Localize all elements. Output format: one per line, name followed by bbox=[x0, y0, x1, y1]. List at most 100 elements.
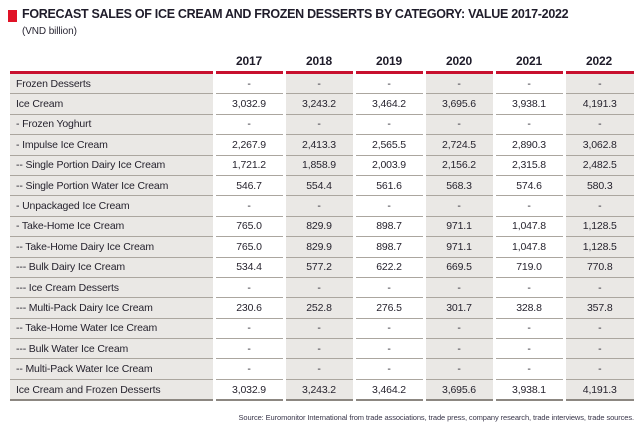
table-row: - Impulse Ice Cream 2,267.9 2,413.3 2,565.5… bbox=[10, 134, 634, 156]
cell-value: - bbox=[422, 338, 494, 359]
cell-value: - bbox=[422, 277, 494, 298]
cell-value: 328.8 bbox=[492, 297, 564, 319]
cell-value: - bbox=[282, 358, 354, 380]
row-label: - Take-Home Ice Cream bbox=[10, 216, 214, 237]
cell-value: - bbox=[562, 195, 634, 217]
cell-value: - bbox=[282, 114, 354, 135]
row-label: - Frozen Yoghurt bbox=[10, 114, 214, 135]
cell-value: 2,156.2 bbox=[422, 155, 494, 176]
cell-value: 765.0 bbox=[212, 236, 284, 258]
cell-value: 3,243.2 bbox=[282, 379, 354, 401]
cell-value: 3,464.2 bbox=[352, 379, 424, 401]
cell-value: 1,128.5 bbox=[562, 216, 634, 237]
table-row: Frozen Desserts - - - - - - bbox=[10, 72, 634, 94]
row-label: Frozen Desserts bbox=[10, 72, 214, 94]
cell-value: 3,695.6 bbox=[422, 93, 494, 115]
cell-value: 3,243.2 bbox=[282, 93, 354, 115]
row-label: - Impulse Ice Cream bbox=[10, 134, 214, 156]
table-header-row: 2017 2018 2019 2020 2021 2022 bbox=[10, 50, 634, 73]
report-units-label: (VND billion) bbox=[22, 26, 77, 37]
cell-value: - bbox=[352, 277, 424, 298]
year-column-header: 2017 bbox=[236, 53, 262, 68]
row-label: --- Bulk Dairy Ice Cream bbox=[10, 257, 214, 278]
cell-value: - bbox=[212, 338, 284, 359]
cell-value: - bbox=[562, 318, 634, 339]
cell-value: - bbox=[282, 72, 354, 94]
table-row: - Unpackaged Ice Cream - - - - - - bbox=[10, 195, 634, 217]
cell-value: 2,565.5 bbox=[352, 134, 424, 156]
cell-value: 2,482.5 bbox=[562, 155, 634, 176]
cell-value: 898.7 bbox=[352, 216, 424, 237]
cell-value: 4,191.3 bbox=[562, 93, 634, 115]
cell-value: - bbox=[422, 72, 494, 94]
cell-value: 719.0 bbox=[492, 257, 564, 278]
cell-value: - bbox=[212, 358, 284, 380]
row-label: Ice Cream and Frozen Desserts bbox=[10, 379, 214, 401]
cell-value: - bbox=[422, 358, 494, 380]
row-label: -- Single Portion Dairy Ice Cream bbox=[10, 155, 214, 176]
cell-value: - bbox=[212, 114, 284, 135]
cell-value: 357.8 bbox=[562, 297, 634, 319]
cell-value: 2,267.9 bbox=[212, 134, 284, 156]
year-column-header: 2019 bbox=[376, 53, 402, 68]
cell-value: 829.9 bbox=[282, 216, 354, 237]
report-title: FORECAST SALES OF ICE CREAM AND FROZEN D… bbox=[22, 7, 569, 21]
table-row: -- Take-Home Dairy Ice Cream 765.0 829.9 89… bbox=[10, 236, 634, 258]
cell-value: 1,047.8 bbox=[492, 216, 564, 237]
cell-value: 568.3 bbox=[422, 175, 494, 196]
cell-value: - bbox=[282, 338, 354, 359]
cell-value: - bbox=[492, 195, 564, 217]
cell-value: 3,032.9 bbox=[212, 379, 284, 401]
cell-value: 3,695.6 bbox=[422, 379, 494, 401]
cell-value: - bbox=[282, 318, 354, 339]
cell-value: - bbox=[492, 72, 564, 94]
cell-value: 3,938.1 bbox=[492, 379, 564, 401]
table-row: -- Multi-Pack Water Ice Cream - - - - - - bbox=[10, 358, 634, 380]
cell-value: 971.1 bbox=[422, 236, 494, 258]
cell-value: 898.7 bbox=[352, 236, 424, 258]
cell-value: 301.7 bbox=[422, 297, 494, 319]
cell-value: 2,315.8 bbox=[492, 155, 564, 176]
cell-value: 252.8 bbox=[282, 297, 354, 319]
row-label: --- Ice Cream Desserts bbox=[10, 277, 214, 298]
cell-value: 546.7 bbox=[212, 175, 284, 196]
cell-value: 534.4 bbox=[212, 257, 284, 278]
table-body: Frozen Desserts - - - - - - Ice Cream 3,032.9 3,2… bbox=[10, 72, 634, 401]
cell-value: - bbox=[492, 318, 564, 339]
cell-value: - bbox=[212, 277, 284, 298]
table-row: --- Ice Cream Desserts - - - - - - bbox=[10, 277, 634, 298]
year-column-header: 2020 bbox=[446, 53, 472, 68]
cell-value: 2,890.3 bbox=[492, 134, 564, 156]
cell-value: - bbox=[492, 358, 564, 380]
cell-value: 276.5 bbox=[352, 297, 424, 319]
cell-value: 3,062.8 bbox=[562, 134, 634, 156]
cell-value: 1,721.2 bbox=[212, 155, 284, 176]
cell-value: - bbox=[422, 195, 494, 217]
cell-value: - bbox=[212, 318, 284, 339]
row-label: -- Single Portion Water Ice Cream bbox=[10, 175, 214, 196]
cell-value: 3,464.2 bbox=[352, 93, 424, 115]
cell-value: 2,003.9 bbox=[352, 155, 424, 176]
cell-value: 561.6 bbox=[352, 175, 424, 196]
cell-value: - bbox=[492, 338, 564, 359]
cell-value: 230.6 bbox=[212, 297, 284, 319]
table-row: -- Single Portion Dairy Ice Cream 1,721.2… bbox=[10, 155, 634, 176]
cell-value: - bbox=[562, 277, 634, 298]
cell-value: 829.9 bbox=[282, 236, 354, 258]
source-note: Source: Euromonitor International from t… bbox=[238, 413, 635, 422]
cell-value: - bbox=[352, 72, 424, 94]
table-row: --- Multi-Pack Dairy Ice Cream 230.6 252.8… bbox=[10, 297, 634, 319]
cell-value: 669.5 bbox=[422, 257, 494, 278]
table-row: --- Bulk Dairy Ice Cream 534.4 577.2 622.2 6… bbox=[10, 257, 634, 278]
row-label: -- Take-Home Dairy Ice Cream bbox=[10, 236, 214, 258]
row-label: --- Bulk Water Ice Cream bbox=[10, 338, 214, 359]
cell-value: - bbox=[212, 195, 284, 217]
table-row: - Frozen Yoghurt - - - - - - bbox=[10, 114, 634, 135]
row-label: -- Take-Home Water Ice Cream bbox=[10, 318, 214, 339]
cell-value: - bbox=[352, 195, 424, 217]
table-row: -- Single Portion Water Ice Cream 546.7 55… bbox=[10, 175, 634, 196]
cell-value: 2,724.5 bbox=[422, 134, 494, 156]
row-label: --- Multi-Pack Dairy Ice Cream bbox=[10, 297, 214, 319]
cell-value: 554.4 bbox=[282, 175, 354, 196]
cell-value: 577.2 bbox=[282, 257, 354, 278]
